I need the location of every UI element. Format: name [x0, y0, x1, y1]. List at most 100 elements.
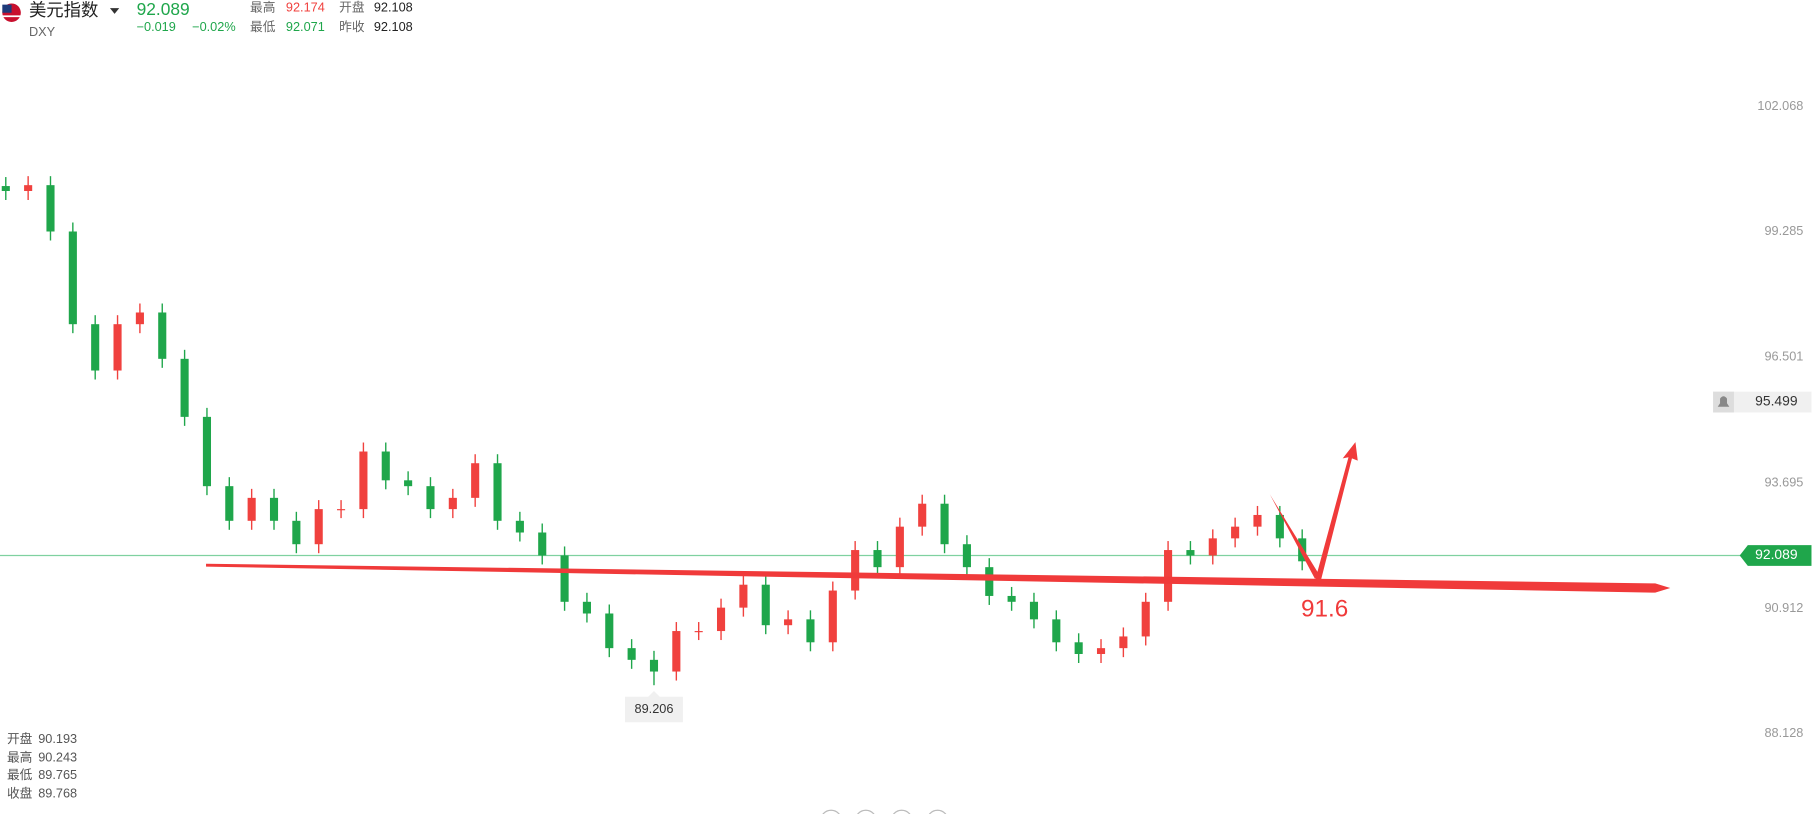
ohlc-label: 最高: [7, 750, 32, 765]
low-marker: [625, 691, 683, 723]
flag-icon: [2, 3, 21, 22]
stat-label: 最高: [250, 0, 275, 14]
alert-bell: [1717, 396, 1730, 407]
y-tick-label: 93.695: [1764, 475, 1803, 490]
last-price-tag: [1739, 545, 1812, 566]
candle-body: [918, 503, 927, 527]
candle-body: [314, 509, 323, 545]
candle-body: [113, 324, 122, 371]
candle-body: [158, 312, 167, 359]
dropdown-arrow[interactable]: [109, 8, 120, 14]
annotation: 91.6: [1301, 595, 1348, 622]
symbol: DXY: [29, 24, 56, 39]
candle-body: [672, 631, 681, 672]
trend-arrow: [206, 563, 1671, 593]
stat-value: 92.108: [374, 19, 413, 34]
control-button[interactable]: [821, 809, 842, 814]
candle-body: [985, 567, 994, 596]
ohlc-value: 90.193: [38, 731, 77, 746]
candle-body: [292, 520, 301, 545]
candle-body: [560, 555, 569, 602]
candle-body: [269, 497, 279, 521]
ohlc-label: 收盘: [7, 785, 33, 800]
up-arrow: [1314, 442, 1358, 582]
candle-body: [515, 520, 524, 533]
y-tick-label: 96.501: [1764, 348, 1803, 363]
control-button[interactable]: [891, 809, 912, 814]
instrument-name: 美元指数: [29, 0, 98, 20]
candle-body: [1119, 636, 1128, 649]
change-pct: −0.02%: [192, 19, 236, 34]
candle-body: [404, 480, 413, 487]
candle-body: [716, 607, 726, 632]
candle-body: [493, 463, 502, 521]
candle-body: [225, 486, 234, 521]
candle-body: [784, 619, 793, 626]
stat-value: 92.071: [286, 19, 325, 34]
candle-body: [873, 550, 882, 568]
control-button[interactable]: [927, 809, 948, 814]
y-tick-label: 99.285: [1764, 223, 1803, 238]
candle-body: [649, 659, 659, 672]
candle-body: [1029, 601, 1039, 620]
candle-body: [135, 312, 144, 325]
low-label: 89.206: [635, 701, 674, 716]
stat-value: 92.174: [286, 0, 325, 14]
ohlc-label: 最低: [7, 767, 33, 782]
candle-body: [91, 324, 100, 371]
candle-body: [337, 509, 346, 511]
candle-body: [1208, 538, 1217, 556]
ohlc-value: 90.243: [38, 750, 77, 765]
candle-body: [46, 185, 55, 232]
candle-body: [851, 550, 860, 591]
candle-body: [1164, 550, 1173, 602]
candle-body: [605, 613, 614, 649]
candle-body: [940, 503, 949, 545]
price: 92.089: [137, 0, 190, 19]
stat-label: 开盘: [339, 0, 365, 14]
candle-body: [962, 544, 971, 568]
candle-body: [1074, 642, 1083, 654]
candle-body: [761, 584, 770, 626]
candle-body: [359, 451, 368, 510]
candle-body: [1231, 526, 1240, 539]
down-arrow: [1269, 494, 1320, 579]
candle-body: [694, 631, 703, 633]
alert-tag: [1713, 391, 1812, 413]
control-button[interactable]: [855, 809, 876, 814]
candle-body: [1275, 514, 1284, 539]
candle-body: [381, 451, 390, 481]
candle-body: [247, 497, 256, 521]
candle-body: [627, 648, 636, 660]
candle-body: [739, 584, 748, 608]
candle-body: [1253, 514, 1262, 527]
y-tick-label: 88.128: [1764, 725, 1803, 740]
candle-body: [1186, 550, 1195, 556]
candle-body: [24, 185, 33, 192]
ohlc-value: 89.768: [38, 785, 77, 800]
candle-body: [806, 619, 815, 643]
candle-body: [68, 231, 77, 325]
candle-body: [895, 526, 904, 568]
candle-body: [1007, 595, 1016, 602]
user-drawings: 91.6: [206, 442, 1671, 622]
candle-body: [1096, 648, 1106, 654]
candle-body: [1141, 601, 1150, 637]
stat-label: 最低: [250, 19, 276, 34]
candle-body: [471, 463, 480, 498]
y-tick-label: 102.068: [1757, 98, 1803, 113]
change: −0.019: [137, 19, 176, 34]
candle-body: [202, 416, 212, 487]
last-price-label: 92.089: [1755, 546, 1798, 562]
candle-body: [180, 358, 189, 417]
alert-label: 95.499: [1755, 393, 1798, 409]
candle-body: [448, 497, 457, 510]
y-tick-label: 90.912: [1764, 600, 1803, 615]
ohlc-label: 开盘: [7, 731, 33, 746]
stat-value: 92.108: [374, 0, 413, 14]
ohlc-value: 89.765: [38, 767, 77, 782]
candle-body: [828, 590, 837, 643]
